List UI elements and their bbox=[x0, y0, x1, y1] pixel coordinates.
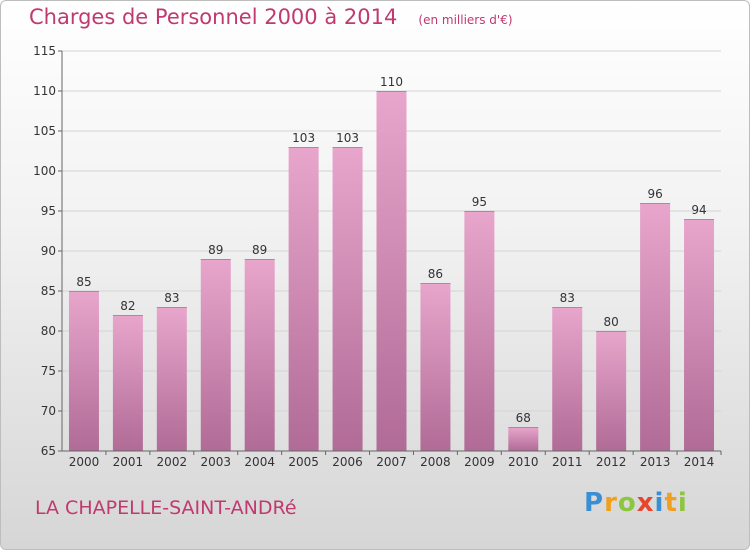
value-label: 82 bbox=[120, 299, 135, 313]
bar bbox=[200, 259, 231, 451]
y-tick-label: 95 bbox=[41, 204, 56, 218]
x-tick-label: 2011 bbox=[552, 455, 583, 469]
x-tick-label: 2009 bbox=[464, 455, 495, 469]
bar bbox=[684, 219, 715, 451]
y-tick-label: 80 bbox=[41, 324, 56, 338]
value-label: 89 bbox=[208, 243, 223, 257]
axes: 65 70 75 80 85 90 95 100 105 110 115 2000 2001 2002 20… bbox=[33, 44, 722, 469]
value-label: 95 bbox=[472, 195, 487, 209]
bar bbox=[596, 331, 627, 451]
bar bbox=[332, 147, 363, 451]
brand-letter: t bbox=[664, 488, 678, 518]
y-tick-label: 105 bbox=[33, 124, 56, 138]
value-label: 103 bbox=[336, 131, 359, 145]
y-tick-label: 115 bbox=[33, 44, 56, 58]
value-label: 96 bbox=[647, 187, 662, 201]
y-tick-label: 85 bbox=[41, 284, 56, 298]
y-tick-label: 75 bbox=[41, 364, 56, 378]
brand-logo: Proxiti bbox=[584, 488, 688, 518]
x-tick-label: 2008 bbox=[420, 455, 451, 469]
x-tick-label: 2012 bbox=[596, 455, 627, 469]
x-tick-label: 2004 bbox=[244, 455, 275, 469]
value-label: 80 bbox=[604, 315, 619, 329]
value-label: 85 bbox=[76, 275, 91, 289]
brand-letter: r bbox=[604, 488, 618, 518]
x-tick-label: 2003 bbox=[200, 455, 231, 469]
y-tick-label: 100 bbox=[33, 164, 56, 178]
value-label: 103 bbox=[292, 131, 315, 145]
brand-letter: P bbox=[584, 488, 605, 518]
bar bbox=[156, 307, 187, 451]
y-tick-label: 90 bbox=[41, 244, 56, 258]
brand-letter: i bbox=[654, 488, 665, 518]
bar bbox=[508, 427, 539, 451]
x-tick-label: 2006 bbox=[332, 455, 363, 469]
y-tick-label: 70 bbox=[41, 404, 56, 418]
x-tick-label: 2013 bbox=[640, 455, 671, 469]
x-tick-label: 2002 bbox=[157, 455, 188, 469]
bar bbox=[288, 147, 319, 451]
x-tick-label: 2014 bbox=[684, 455, 715, 469]
brand-letter: i bbox=[677, 488, 688, 518]
value-label: 83 bbox=[560, 291, 575, 305]
brand-letter: o bbox=[617, 488, 637, 518]
x-tick-label: 2001 bbox=[113, 455, 144, 469]
bar bbox=[420, 283, 451, 451]
bars: 85 82 83 89 89 103 103 110 86 95 68 83 80 96 94 bbox=[68, 75, 715, 451]
title-row: Charges de Personnel 2000 à 2014 (en mil… bbox=[29, 5, 513, 29]
y-tick-label: 65 bbox=[41, 444, 56, 458]
value-label: 68 bbox=[516, 411, 531, 425]
bar bbox=[112, 315, 143, 451]
bar bbox=[68, 291, 99, 451]
value-label: 86 bbox=[428, 267, 443, 281]
x-tick-label: 2007 bbox=[376, 455, 407, 469]
value-label: 110 bbox=[380, 75, 403, 89]
value-label: 83 bbox=[164, 291, 179, 305]
value-label: 89 bbox=[252, 243, 267, 257]
value-label: 94 bbox=[691, 203, 706, 217]
bar bbox=[640, 203, 671, 451]
brand-letter: x bbox=[636, 488, 655, 518]
place-name: LA CHAPELLE-SAINT-ANDRé bbox=[35, 497, 297, 519]
bar bbox=[376, 91, 407, 451]
y-tick-label: 110 bbox=[33, 84, 56, 98]
bar bbox=[244, 259, 275, 451]
chart-title: Charges de Personnel 2000 à 2014 bbox=[29, 5, 398, 29]
x-tick-label: 2000 bbox=[69, 455, 100, 469]
chart-unit-note: (en milliers d'€) bbox=[418, 13, 513, 27]
bar bbox=[552, 307, 583, 451]
x-tick-label: 2005 bbox=[288, 455, 319, 469]
bar bbox=[464, 211, 495, 451]
x-tick-label: 2010 bbox=[508, 455, 539, 469]
